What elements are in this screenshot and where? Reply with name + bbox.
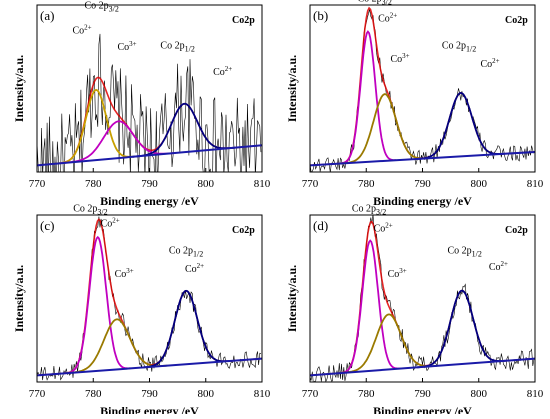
x-tick-label: 790	[141, 388, 158, 400]
plot-area	[310, 6, 535, 172]
peak-annotation: Co2+	[185, 262, 204, 275]
x-axis-label: Binding energy /eV	[373, 194, 472, 208]
plot-frame	[309, 214, 536, 383]
x-tick-label: 780	[85, 178, 102, 190]
x-tick-label: 770	[302, 178, 319, 190]
peak-annotation: Co 2p1/2	[160, 40, 194, 53]
x-tick-label: 800	[471, 178, 488, 190]
fit-envelope-line	[310, 220, 535, 377]
panel-title: Co2p	[232, 225, 255, 236]
plot-area	[310, 215, 535, 382]
fit-peak-2	[65, 318, 168, 375]
fit-envelope-line	[37, 218, 262, 377]
plot-area	[37, 33, 262, 172]
peak-annotation: Co3+	[115, 267, 134, 280]
x-tick-label: 790	[414, 388, 431, 400]
y-axis-label: Intensity/a.u.	[12, 55, 26, 122]
x-axis-label: Binding energy /eV	[100, 194, 199, 208]
x-tick-label: 800	[471, 388, 488, 400]
x-tick-label: 780	[358, 178, 375, 190]
x-tick-label: 770	[29, 178, 46, 190]
background-baseline	[310, 150, 535, 167]
fit-peak-3	[415, 91, 505, 160]
plot-frame	[309, 4, 536, 173]
fit-peak-2	[339, 93, 429, 165]
panel-title: Co2p	[505, 15, 528, 26]
fit-peak-1	[338, 239, 401, 374]
x-tick-label: 790	[414, 178, 431, 190]
peak-annotation: Co2+	[378, 12, 397, 25]
y-axis-label: Intensity/a.u.	[285, 265, 299, 332]
y-axis-label: Intensity/a.u.	[285, 55, 299, 122]
background-baseline	[310, 357, 535, 377]
raw-spectrum-line	[310, 215, 535, 382]
peak-annotation: Co 2p1/2	[169, 245, 203, 258]
raw-spectrum-line	[37, 216, 262, 381]
background-baseline	[37, 357, 262, 377]
fit-peak-1	[63, 235, 131, 375]
x-tick-label: 810	[527, 388, 544, 400]
peak-annotation: Co2+	[72, 23, 91, 36]
peak-annotation: Co 2p1/2	[447, 245, 481, 258]
panel-label: (a)	[40, 8, 54, 23]
x-tick-label: 810	[254, 178, 271, 190]
peak-annotation: Co 2p1/2	[442, 40, 476, 53]
panel-label: (b)	[313, 8, 328, 23]
x-tick-label: 800	[198, 388, 215, 400]
peak-annotation: Co3+	[117, 40, 136, 53]
peak-annotation: Co 2p3/2	[357, 0, 391, 7]
x-tick-label: 790	[141, 178, 158, 190]
fit-peak-3	[132, 102, 236, 158]
peak-annotation: Co 2p3/2	[352, 204, 386, 217]
chart-panel-d: 770 780 790 800 810 Binding energy /eV Intensi…	[285, 204, 544, 418]
chart-panel-c: 770 780 790 800 810 Binding energy /eV Intensi…	[12, 204, 271, 418]
fit-envelope-line	[310, 6, 535, 167]
x-axis-label: Binding energy /eV	[100, 404, 199, 414]
chart-panel-b: 770 780 790 800 810 Binding energy /eV Intensi…	[285, 0, 544, 208]
peak-annotation: Co3+	[388, 267, 407, 280]
x-tick-label: 800	[198, 178, 215, 190]
fit-peak-3	[141, 289, 230, 369]
chart-panel-a: 770 780 790 800 810 Binding energy /eV Intensi…	[12, 0, 271, 208]
peak-annotation: Co2+	[489, 260, 508, 273]
x-tick-label: 810	[527, 178, 544, 190]
peak-annotation: Co2+	[213, 65, 232, 78]
peak-annotation: Co2+	[101, 217, 120, 230]
peak-annotation: Co2+	[480, 57, 499, 70]
background-baseline	[37, 144, 262, 167]
plot-area	[37, 216, 262, 381]
y-axis-label: Intensity/a.u.	[12, 265, 26, 332]
raw-spectrum-line	[310, 9, 535, 172]
panel-title: Co2p	[505, 225, 528, 236]
panel-label: (d)	[313, 218, 328, 233]
fit-peak-1	[55, 88, 136, 165]
x-tick-label: 770	[29, 388, 46, 400]
fit-peak-3	[416, 289, 506, 369]
plot-frame	[36, 214, 263, 383]
panel-title: Co2p	[232, 15, 255, 26]
plot-frame	[36, 4, 263, 173]
peak-annotation: Co3+	[390, 52, 409, 65]
peak-annotation: Co 2p3/2	[73, 204, 107, 217]
raw-spectrum-line	[37, 33, 262, 172]
fit-peak-1	[338, 30, 397, 165]
peak-annotation: Co 2p3/2	[84, 0, 118, 13]
x-tick-label: 780	[358, 388, 375, 400]
x-tick-label: 810	[254, 388, 271, 400]
x-tick-label: 770	[302, 388, 319, 400]
peak-annotation: Co2+	[374, 222, 393, 235]
panel-label: (c)	[40, 218, 54, 233]
x-axis-label: Binding energy /eV	[373, 404, 472, 414]
x-tick-label: 780	[85, 388, 102, 400]
fit-peak-2	[339, 313, 438, 374]
